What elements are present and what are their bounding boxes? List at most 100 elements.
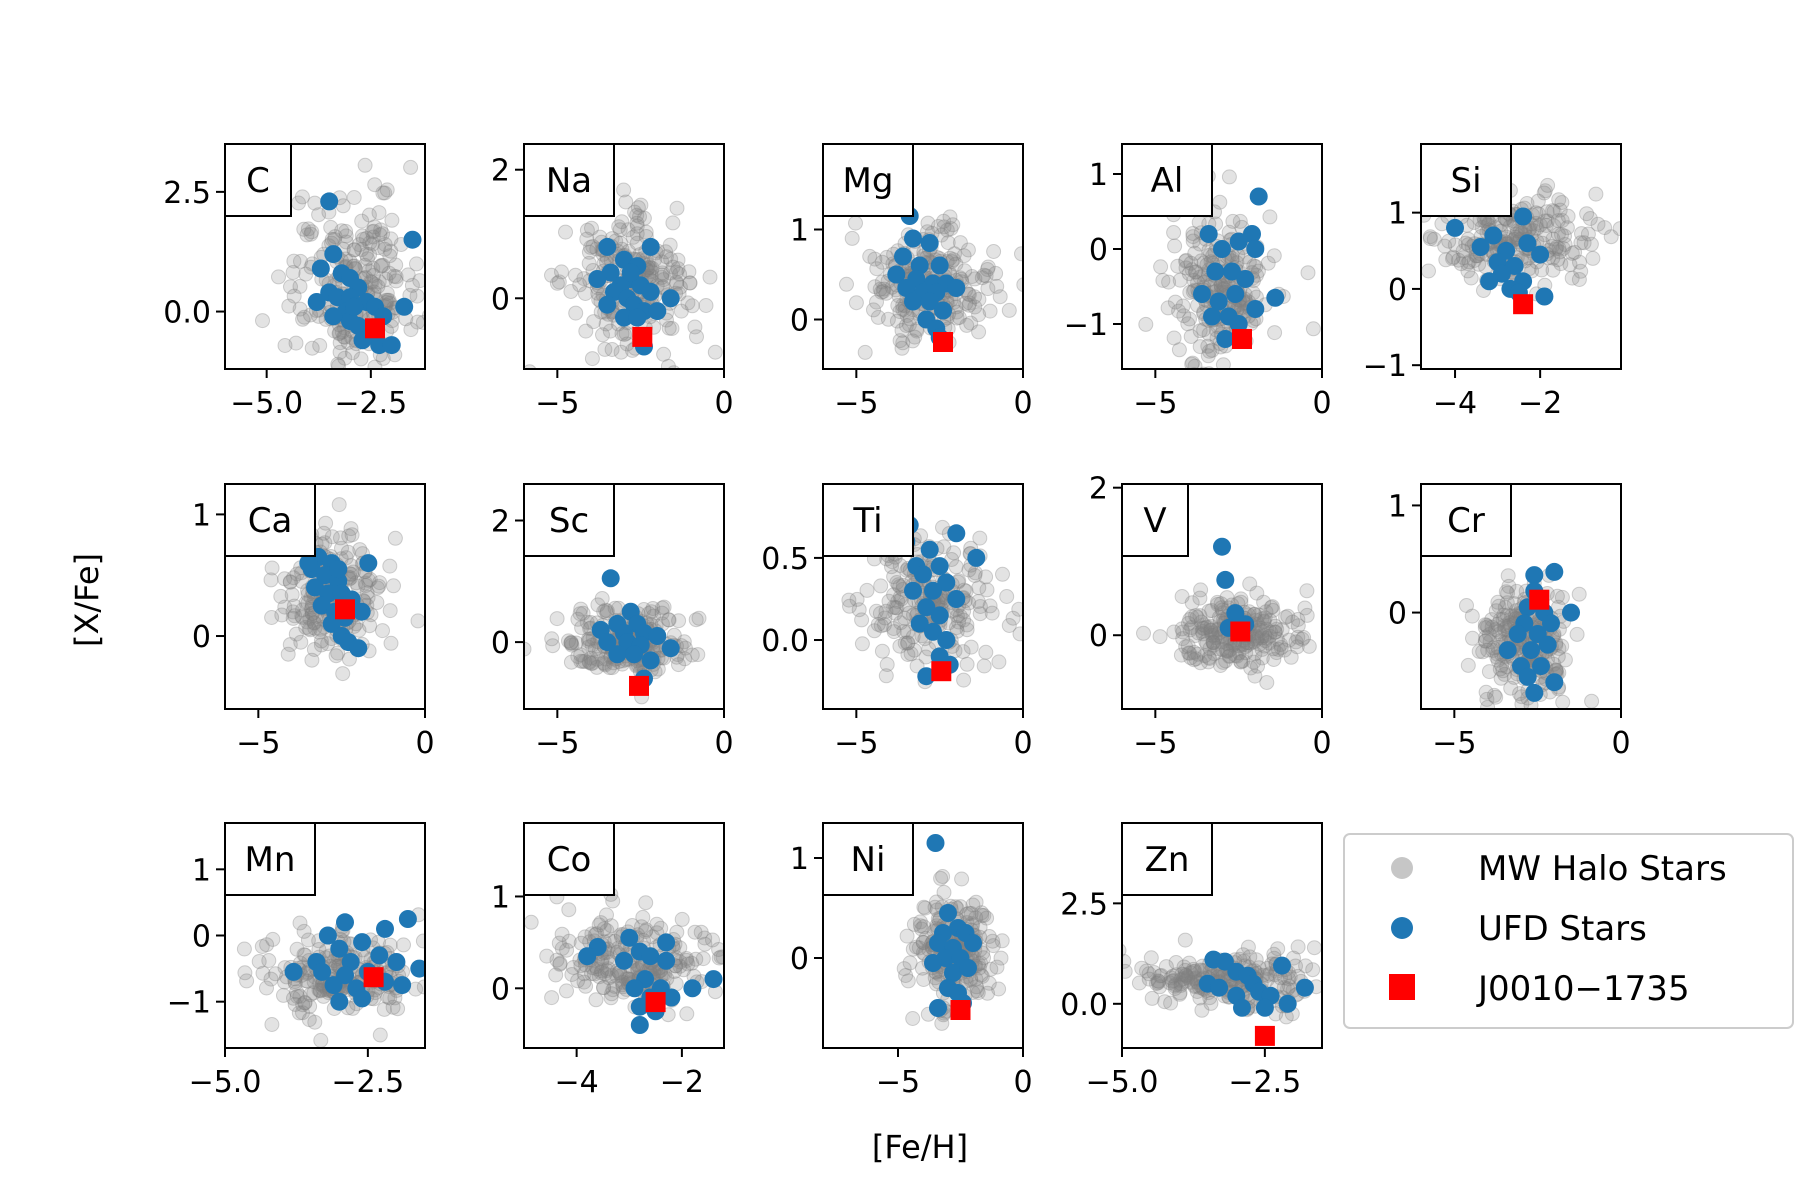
mw-halo-point <box>599 907 614 923</box>
mw-halo-point <box>1180 615 1196 631</box>
mw-halo-point <box>1168 977 1183 993</box>
x-tick-label: −5 <box>535 726 579 761</box>
mw-halo-point <box>552 956 568 972</box>
mw-halo-point <box>1282 969 1298 985</box>
mw-halo-point <box>682 275 698 291</box>
ufd-point <box>1246 240 1265 258</box>
mw-halo-point <box>669 924 685 940</box>
mw-halo-point <box>302 998 318 1014</box>
ufd-point <box>370 336 389 355</box>
mw-halo-point <box>1180 638 1196 654</box>
mw-halo-point <box>1495 611 1511 627</box>
mw-halo-point <box>1138 316 1154 332</box>
mw-halo-point <box>1465 630 1480 646</box>
mw-halo-point <box>878 285 894 301</box>
mw-halo-point <box>1597 220 1613 236</box>
mw-halo-point <box>1220 643 1236 659</box>
mw-halo-point <box>1486 640 1501 656</box>
mw-halo-point <box>554 940 570 956</box>
mw-halo-point <box>298 619 314 635</box>
mw-halo-point <box>390 1001 406 1017</box>
mw-halo-point <box>928 894 944 910</box>
mw-halo-point <box>396 937 411 953</box>
mw-halo-point <box>299 614 315 630</box>
element-label-box <box>1121 143 1213 217</box>
mw-halo-point <box>656 599 672 615</box>
mw-halo-point <box>968 910 984 926</box>
mw-halo-point <box>1167 978 1183 994</box>
mw-halo-point <box>1246 258 1262 274</box>
element-label: Al <box>1151 161 1184 201</box>
mw-halo-point <box>866 302 881 318</box>
mw-halo-point <box>903 646 919 662</box>
mw-halo-point <box>1181 645 1197 661</box>
target-point <box>950 1000 971 1020</box>
mw-halo-point <box>1300 265 1316 281</box>
mw-halo-point <box>578 978 594 994</box>
ufd-point <box>924 581 942 600</box>
x-tick-label: 0 <box>1312 726 1331 761</box>
element-label: Mn <box>245 840 296 880</box>
mw-halo-point <box>1265 641 1281 657</box>
mw-halo-point <box>1248 952 1264 968</box>
mw-halo-point <box>359 464 373 478</box>
mw-halo-point <box>886 621 902 636</box>
mw-halo-point <box>524 364 537 369</box>
mw-halo-point <box>880 311 896 327</box>
mw-halo-point <box>371 240 386 256</box>
target-point <box>1232 329 1252 349</box>
mw-halo-point <box>436 970 450 984</box>
mw-halo-point <box>1163 995 1179 1011</box>
mw-halo-point <box>963 315 979 331</box>
mw-halo-point <box>984 605 1000 621</box>
element-label: C <box>246 161 270 201</box>
mw-halo-point <box>892 638 908 654</box>
mw-halo-point <box>375 185 391 201</box>
mw-halo-point <box>1263 624 1279 640</box>
mw-halo-point <box>563 634 579 650</box>
mw-halo-point <box>1238 645 1254 661</box>
mw-halo-point <box>969 983 985 999</box>
mw-halo-point <box>1265 602 1281 618</box>
mw-halo-point <box>936 539 952 555</box>
mw-halo-point <box>1160 300 1176 316</box>
mw-halo-point <box>373 258 389 274</box>
target-point <box>1513 294 1534 315</box>
mw-halo-point <box>1464 608 1480 624</box>
mw-halo-point <box>874 254 890 270</box>
mw-halo-point <box>1205 634 1221 650</box>
axes-frame <box>1121 483 1323 710</box>
mw-halo-point <box>1201 650 1217 665</box>
mw-halo-point <box>1252 622 1268 638</box>
x-tick-label: −4 <box>1433 386 1477 421</box>
mw-halo-point <box>1122 963 1133 979</box>
mw-halo-point <box>620 222 636 238</box>
mw-halo-point <box>886 587 902 603</box>
mw-halo-point <box>902 311 918 327</box>
mw-halo-point <box>839 276 854 292</box>
mw-halo-point <box>600 950 616 966</box>
mw-halo-point <box>980 985 995 1001</box>
mw-halo-point <box>879 249 895 265</box>
mw-halo-point <box>690 647 706 663</box>
mw-halo-point <box>554 264 569 280</box>
mw-halo-point <box>386 268 402 284</box>
mw-halo-point <box>688 612 704 628</box>
mw-halo-point <box>286 570 302 586</box>
mw-halo-point <box>688 951 704 967</box>
mw-halo-point <box>697 930 713 946</box>
ufd-point <box>910 256 929 275</box>
mw-halo-point <box>1276 642 1292 658</box>
mw-halo-point <box>1276 980 1292 996</box>
mw-halo-point <box>1166 973 1182 989</box>
x-tick-label: −5 <box>535 386 579 421</box>
mw-halo-point <box>974 968 990 984</box>
element-label: V <box>1143 501 1166 541</box>
mw-halo-point <box>1186 961 1201 977</box>
mw-halo-point <box>889 313 905 329</box>
mw-halo-point <box>568 267 583 283</box>
mw-halo-point <box>294 189 310 205</box>
mw-halo-point <box>1247 668 1263 684</box>
plot-area-c <box>255 157 425 369</box>
mw-halo-point <box>1183 965 1199 981</box>
